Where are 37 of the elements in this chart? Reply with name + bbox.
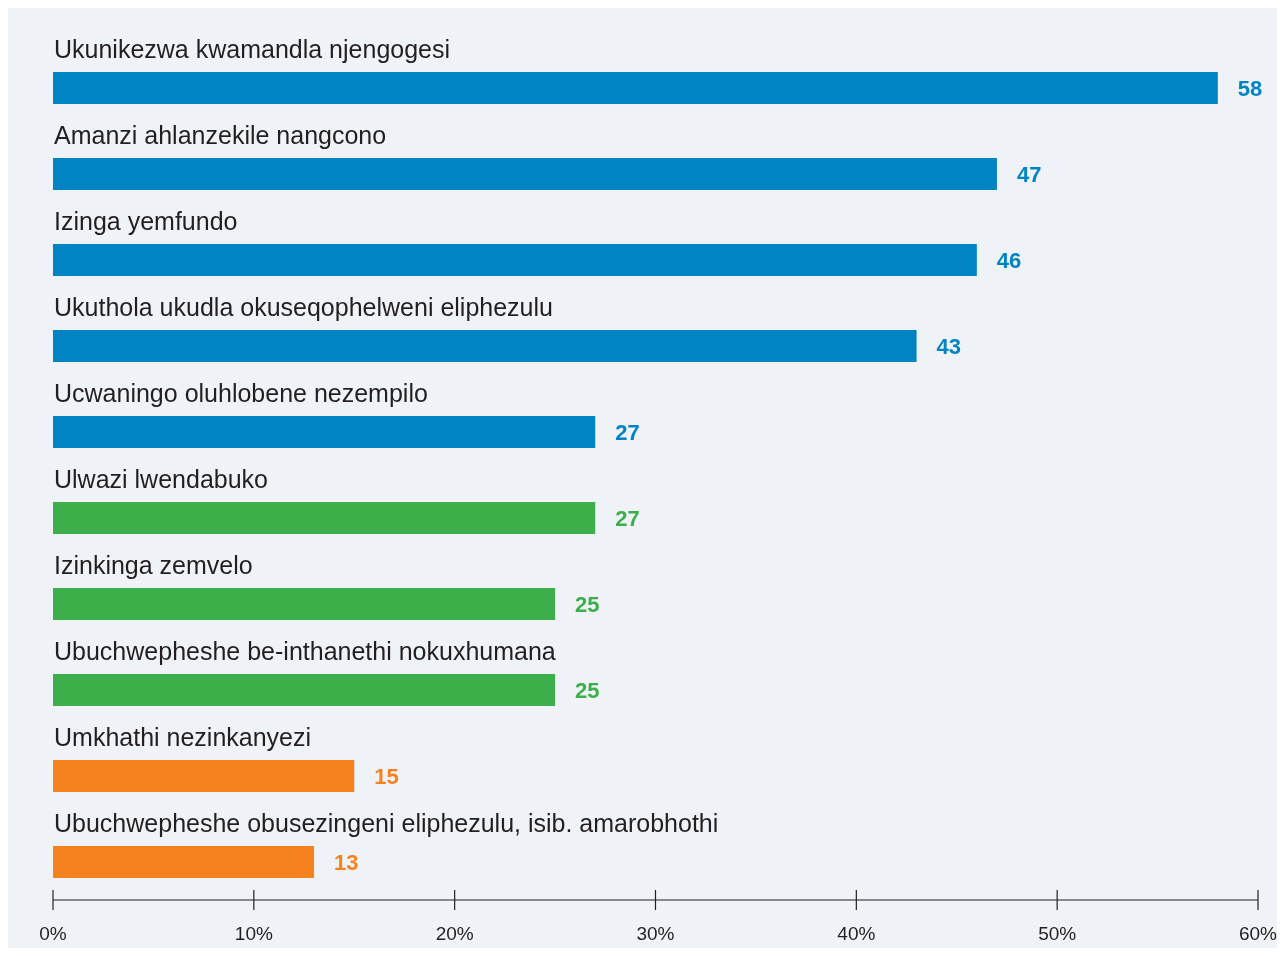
y-tick-label: Ubuchwepheshe obusezingeni eliphezulu, isib. amarobhothi (54, 809, 719, 837)
y-tick-label: Ucwaningo oluhlobene nezempilo (54, 379, 428, 407)
bar (53, 416, 596, 448)
data-label: 27 (615, 506, 640, 531)
data-label: 58 (1237, 76, 1263, 101)
x-tick-label: 30% (636, 923, 675, 944)
bar (53, 502, 596, 534)
y-tick-label: Umkhathi nezinkanyezi (54, 723, 312, 751)
x-tick-label: 60% (1238, 923, 1278, 944)
data-label: 25 (575, 678, 600, 703)
y-tick-label: Ukuthola ukudla okuseqophelweni eliphezulu (54, 293, 553, 321)
y-tick-label: Amanzi ahlanzekile nangcono (54, 121, 387, 149)
y-tick-label: Izinkinga zemvelo (54, 551, 253, 579)
y-tick-label: Izinga yemfundo (54, 207, 238, 235)
y-tick-label: Ubuchwepheshe be-inthanethi nokuxhumana (54, 637, 556, 665)
bar (53, 158, 997, 190)
bar (53, 72, 1218, 104)
y-tick-label: Ukunikezwa kwamandla njengogesi (54, 35, 451, 63)
data-label: 47 (1016, 162, 1042, 187)
y-tick-label: Ulwazi lwendabuko (54, 465, 269, 493)
bar (53, 330, 917, 362)
bar (53, 244, 977, 276)
bar (53, 760, 355, 792)
x-tick-label: 20% (435, 923, 474, 944)
bar (53, 674, 556, 706)
x-tick-label: 10% (234, 923, 273, 944)
data-label: 46 (996, 248, 1022, 273)
x-tick-label: 50% (1038, 923, 1077, 944)
data-label: 13 (334, 850, 359, 875)
x-tick-label: 40% (837, 923, 876, 944)
data-label: 27 (615, 420, 640, 445)
data-label: 25 (575, 592, 600, 617)
data-label: 15 (374, 764, 399, 789)
bar (53, 846, 315, 878)
data-label: 43 (936, 334, 962, 359)
bar (53, 588, 556, 620)
x-tick-label: 0% (39, 923, 67, 944)
